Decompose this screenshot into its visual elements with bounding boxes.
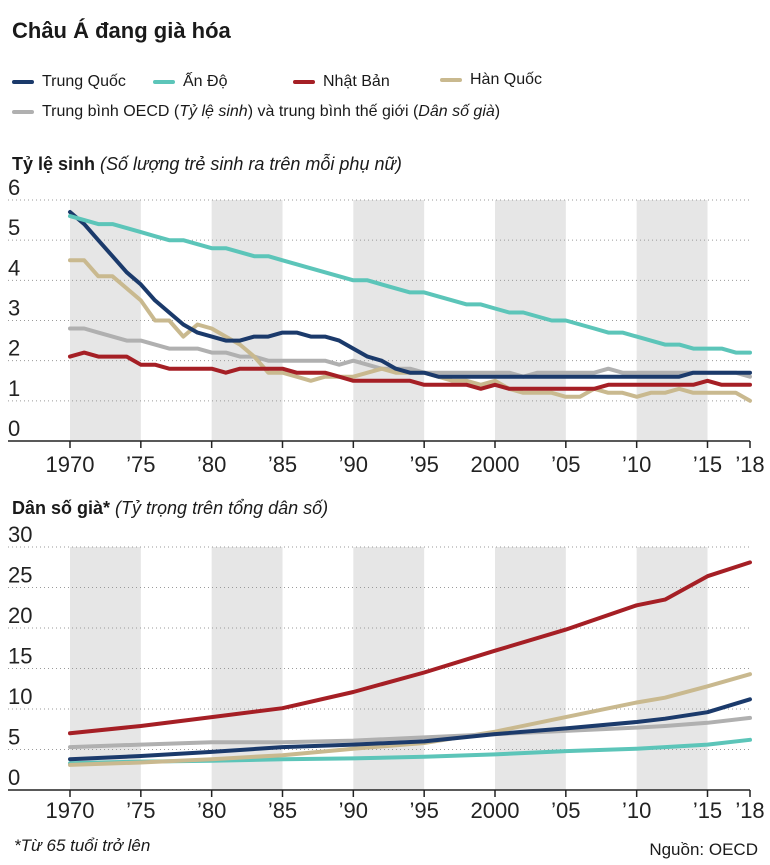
fertility-xtick-label-2005: ’05: [551, 452, 580, 477]
chart-title: Châu Á đang già hóa: [12, 18, 231, 43]
aging-shaded-band-0: [70, 547, 141, 790]
fertility-xtick-label-2018: ’18: [735, 452, 764, 477]
legend-china-swatch: [12, 80, 34, 84]
fertility-xtick-label-2015: ’15: [693, 452, 722, 477]
fertility-series-india: [68, 214, 752, 355]
aging-xtick-label-2005: ’05: [551, 798, 580, 823]
aging-xtick-label-1995: ’95: [409, 798, 438, 823]
aging-xtick-label-2010: ’10: [622, 798, 651, 823]
legend-korea-label: Hàn Quốc: [470, 71, 543, 88]
aging-xtick-label-1980: ’80: [197, 798, 226, 823]
fertility-series-china: [68, 210, 752, 379]
aging-ytick-label-30: 30: [8, 522, 32, 547]
aging-ytick-label-0: 0: [8, 765, 20, 790]
fertility-ytick-label-6: 6: [8, 175, 20, 200]
fertility-xtick-label-1995: ’95: [409, 452, 438, 477]
fertility-ytick-label-3: 3: [8, 296, 20, 321]
aging-section-title: Dân số già* (Tỷ trọng trên tổng dân số): [12, 498, 329, 518]
legend-india-label: Ấn Độ: [183, 73, 228, 90]
fertility-xtick-label-1990: ’90: [339, 452, 368, 477]
fertility-series-japan: [68, 350, 752, 391]
aging-xtick-label-2018: ’18: [735, 798, 764, 823]
legend-oecd-label: Trung bình OECD (Tỷ lệ sinh) và trung bì…: [42, 103, 501, 120]
fertility-ytick-label-1: 1: [8, 376, 20, 401]
fertility-xtick-label-1975: ’75: [126, 452, 155, 477]
footnote: *Từ 65 tuổi trở lên: [14, 836, 151, 855]
fertility-xtick-label-1985: ’85: [268, 452, 297, 477]
fertility-shaded-band-0: [70, 200, 141, 441]
legend-japan-label: Nhật Bản: [323, 73, 390, 90]
legend-korea-swatch: [440, 78, 462, 82]
fertility-ytick-label-4: 4: [8, 255, 20, 280]
aging-xtick-label-2015: ’15: [693, 798, 722, 823]
legend-oecd-swatch: [12, 110, 34, 114]
fertility-ytick-label-2: 2: [8, 336, 20, 361]
aging-shaded-band-1: [211, 547, 283, 790]
aging-ytick-label-25: 25: [8, 563, 32, 588]
aging-series-japan: [68, 560, 752, 736]
aging-ytick-label-15: 15: [8, 644, 32, 669]
fertility-xtick-label-1980: ’80: [197, 452, 226, 477]
source-note: Nguồn: OECD: [649, 840, 758, 859]
fertility-shaded-band-1: [211, 200, 283, 441]
aging-xtick-label-1975: ’75: [126, 798, 155, 823]
aging-ytick-label-5: 5: [8, 725, 20, 750]
aging-ytick-label-10: 10: [8, 684, 32, 709]
fertility-ytick-label-0: 0: [8, 416, 20, 441]
fertility-xtick-label-1970: 1970: [46, 452, 95, 477]
fertility-section-title: Tỷ lệ sinh (Số lượng trẻ sinh ra trên mỗ…: [12, 154, 402, 174]
aging-xtick-label-2000: 2000: [471, 798, 520, 823]
legend-oecd: Trung bình OECD (Tỷ lệ sinh) và trung bì…: [12, 103, 500, 121]
fertility-ytick-label-5: 5: [8, 215, 20, 240]
fertility-xtick-label-2000: 2000: [471, 452, 520, 477]
aging-xtick-label-1985: ’85: [268, 798, 297, 823]
fertility-xtick-label-2010: ’10: [622, 452, 651, 477]
aging-xtick-label-1970: 1970: [46, 798, 95, 823]
legend-japan-swatch: [293, 80, 315, 84]
legend-korea: Hàn Quốc: [440, 71, 542, 89]
aging-series-china: [68, 697, 752, 762]
legend-china-label: Trung Quốc: [42, 73, 126, 90]
legend-china: Trung Quốc: [12, 73, 126, 91]
fertility-series-oecd: [68, 326, 752, 379]
legend-india: Ấn Độ: [153, 73, 227, 91]
aging-xtick-label-1990: ’90: [339, 798, 368, 823]
legend-india-swatch: [153, 80, 175, 84]
aging-ytick-label-20: 20: [8, 603, 32, 628]
legend-japan: Nhật Bản: [293, 73, 390, 91]
aging-shaded-band-3: [495, 547, 566, 790]
